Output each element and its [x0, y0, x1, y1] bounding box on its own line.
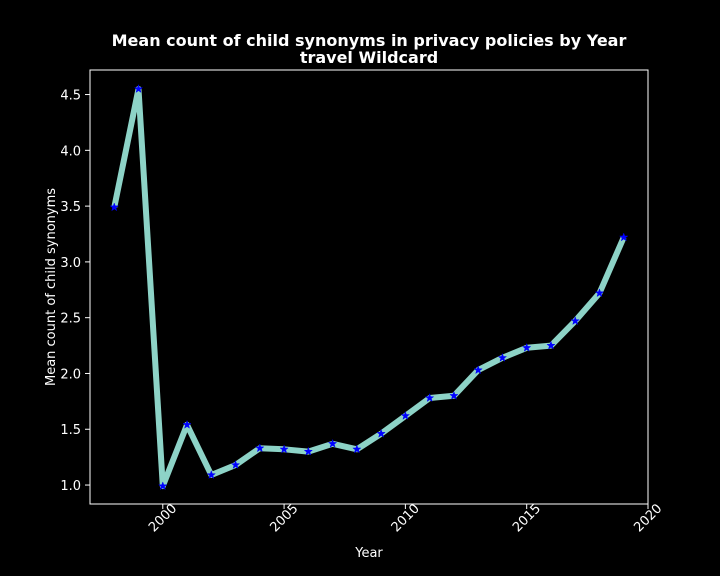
y-tick-label: 2.0 — [60, 367, 81, 382]
y-tick-label: 3.0 — [60, 256, 81, 271]
y-tick-label: 1.0 — [60, 479, 81, 494]
y-axis-label: Mean count of child synonyms — [44, 188, 59, 386]
data-point-star — [352, 444, 362, 454]
data-point-star — [424, 393, 435, 403]
y-tick-label: 2.5 — [60, 312, 81, 327]
y-axis: 1.0 1.5 2.0 2.5 3.0 3.5 4.0 4.5 — [60, 89, 90, 494]
x-tick-label: 2000 — [146, 501, 180, 535]
x-tick-label: 2015 — [510, 501, 544, 535]
y-tick-label: 3.5 — [60, 200, 81, 215]
data-point-star — [376, 428, 386, 438]
data-point-star — [473, 365, 483, 375]
data-point-star — [497, 352, 508, 362]
x-tick-label: 2005 — [267, 501, 301, 535]
data-point-star — [546, 340, 556, 350]
data-point-star — [303, 446, 314, 456]
series-group — [109, 84, 629, 491]
x-tick-label: 2020 — [631, 501, 665, 535]
data-point-star — [182, 419, 192, 429]
y-tick-label: 1.5 — [60, 423, 81, 438]
data-point-star — [109, 202, 119, 212]
chart-title-line2: travel Wildcard — [300, 48, 438, 67]
data-point-star — [279, 444, 289, 454]
data-point-star — [400, 410, 411, 420]
data-point-star — [230, 459, 241, 469]
x-axis-label: Year — [354, 546, 383, 561]
series-line — [111, 86, 627, 490]
data-point-star — [449, 390, 459, 400]
data-point-star — [619, 232, 629, 242]
data-point-star — [327, 438, 338, 448]
data-point-star — [158, 481, 168, 491]
x-axis: 2000 2005 2010 2015 2020 — [146, 501, 665, 535]
y-tick-label: 4.0 — [60, 144, 81, 159]
data-point-star — [206, 470, 217, 479]
y-tick-label: 4.5 — [60, 89, 81, 104]
data-point-star — [133, 84, 144, 93]
data-point-star — [521, 342, 532, 352]
chart-title-line1: Mean count of child synonyms in privacy … — [112, 31, 627, 50]
data-point-star — [255, 443, 265, 453]
data-point-star — [570, 316, 580, 326]
x-tick-label: 2010 — [389, 501, 423, 535]
data-point-star — [594, 288, 605, 298]
